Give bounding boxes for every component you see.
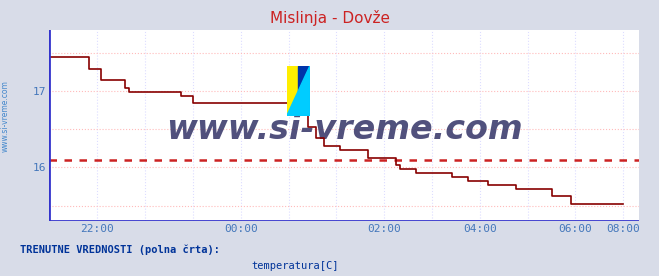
Polygon shape (287, 66, 310, 116)
Text: temperatura[C]: temperatura[C] (252, 261, 339, 270)
Text: TRENUTNE VREDNOSTI (polna črta):: TRENUTNE VREDNOSTI (polna črta): (20, 244, 219, 254)
Text: www.si-vreme.com: www.si-vreme.com (1, 80, 10, 152)
Bar (287, 66, 298, 116)
Text: www.si-vreme.com: www.si-vreme.com (166, 113, 523, 146)
Bar (298, 66, 310, 116)
Text: Mislinja - Dovže: Mislinja - Dovže (270, 10, 389, 26)
